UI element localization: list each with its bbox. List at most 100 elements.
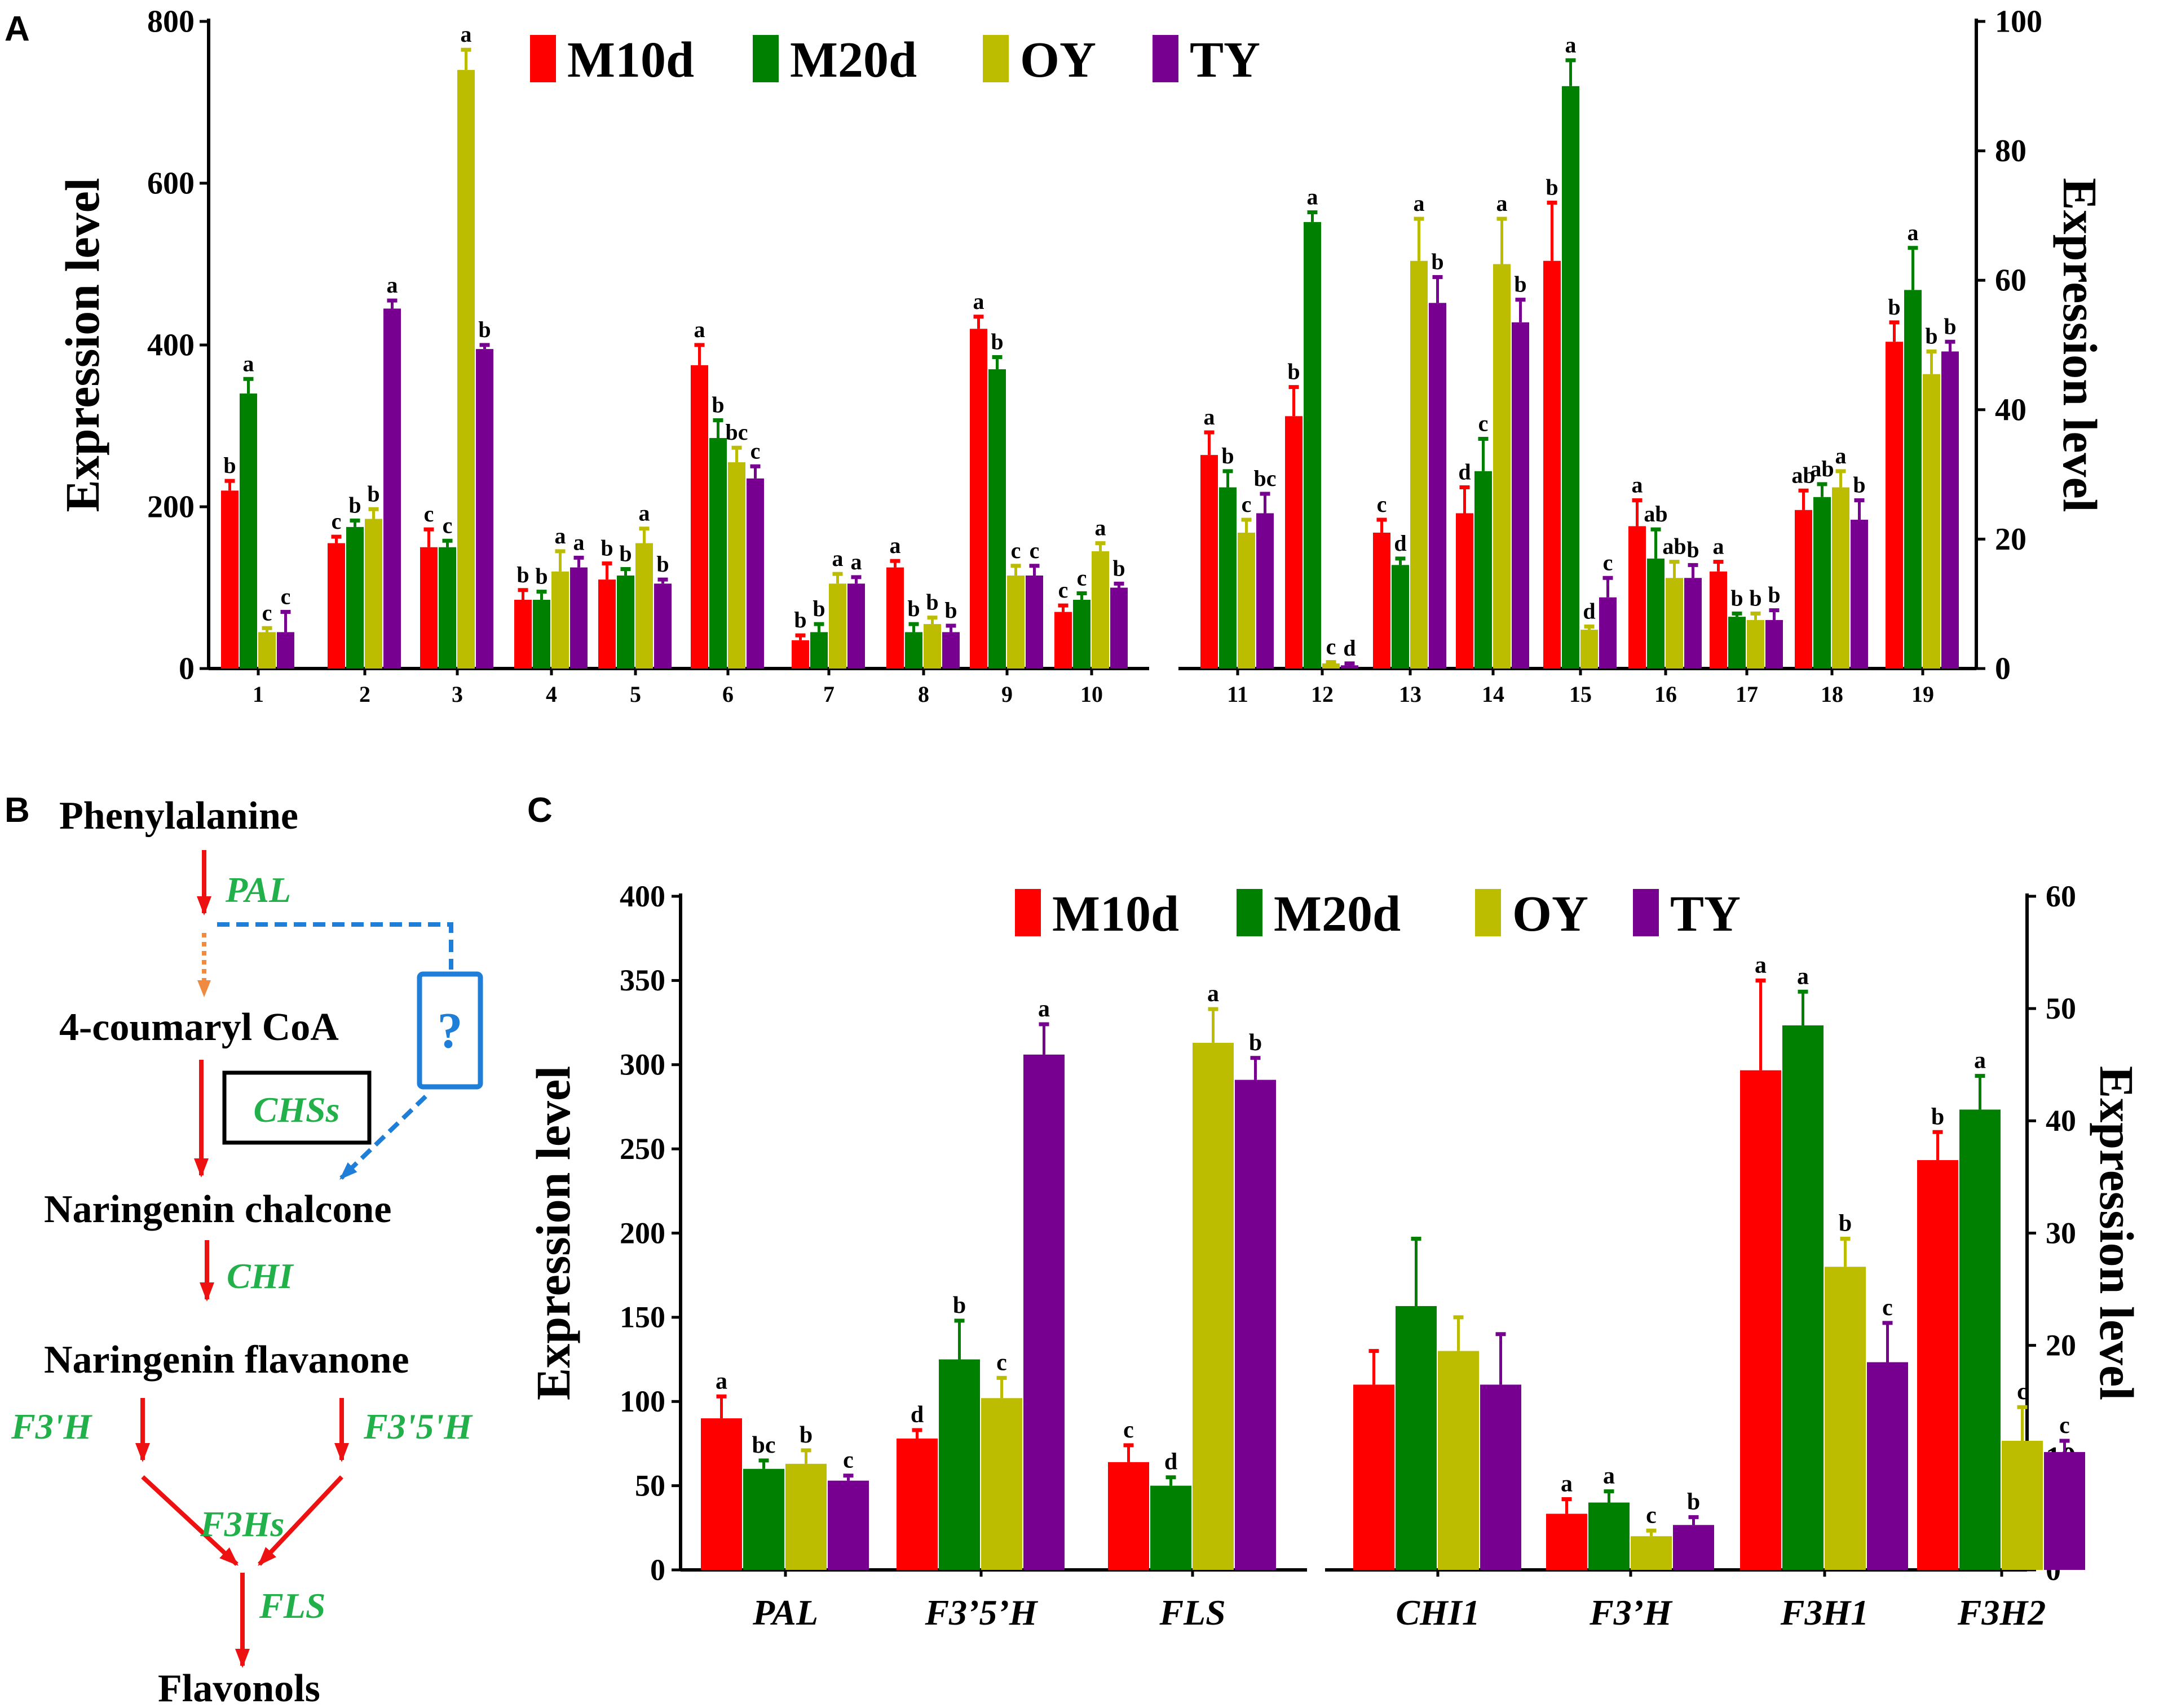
- bar-left-10-m20d: [1073, 600, 1090, 669]
- x-tick-label: 15: [1569, 682, 1592, 707]
- bar-right-17-oy: [1747, 620, 1764, 669]
- bar-left-5-ty: [654, 583, 672, 669]
- significance-letter: b: [1749, 585, 1761, 610]
- bar-right-14-oy: [1493, 264, 1511, 669]
- significance-letter: c: [262, 600, 272, 625]
- x-tick-label: 7: [823, 682, 835, 707]
- legend-swatch-m10d: [530, 35, 556, 82]
- significance-letter: c: [1123, 1417, 1134, 1443]
- bar-right-F3H1-oy: [1825, 1267, 1866, 1570]
- bar-left-5-m20d: [617, 575, 634, 669]
- significance-letter: a: [1038, 996, 1050, 1022]
- legend-swatch-ty: [1633, 889, 1659, 936]
- left-y-tick-label: 0: [650, 1553, 665, 1587]
- bar-left-8-oy: [924, 624, 941, 669]
- left-y-axis-label: Expression level: [55, 178, 109, 512]
- bar-right-F3’H-ty: [1673, 1525, 1714, 1570]
- bar-right-F3H2-oy: [2002, 1440, 2043, 1570]
- significance-letter: b: [1768, 582, 1780, 608]
- x-tick-label: 8: [918, 682, 929, 707]
- significance-letter: a: [1307, 184, 1318, 210]
- arrow-blue-to-chalcone: [339, 1095, 427, 1180]
- bar-right-18-ty: [1851, 519, 1868, 669]
- bar-left-F3’5’H-m10d: [897, 1438, 938, 1570]
- left-y-tick-label: 50: [635, 1468, 665, 1502]
- bar-left-8-m10d: [886, 567, 904, 669]
- bar-left-1-oy: [258, 632, 276, 669]
- bar-right-F3H1-m10d: [1740, 1070, 1781, 1570]
- significance-letter: b: [991, 329, 1003, 355]
- significance-letter: b: [1686, 537, 1699, 562]
- bar-right-17-m20d: [1728, 617, 1746, 669]
- bar-left-7-m10d: [792, 640, 809, 669]
- significance-letter: bc: [1254, 466, 1277, 491]
- significance-letter: b: [1944, 313, 1956, 339]
- bar-left-4-m10d: [514, 600, 532, 669]
- bar-left-6-m20d: [709, 438, 727, 669]
- legend-label-oy: OY: [1512, 886, 1588, 942]
- enzyme-chss: CHSs: [254, 1090, 340, 1130]
- x-tick-label: 3: [452, 682, 463, 707]
- significance-letter: b: [535, 564, 548, 589]
- x-tick-label: 6: [722, 682, 734, 707]
- significance-letter: b: [367, 481, 379, 506]
- right-y-tick-label: 20: [1995, 522, 2026, 557]
- significance-letter: a: [694, 317, 705, 342]
- bar-right-14-m10d: [1456, 513, 1473, 669]
- right-y-tick-label: 100: [1995, 4, 2042, 39]
- enzyme-chi: CHI: [227, 1256, 294, 1296]
- bar-left-9-ty: [1026, 575, 1043, 669]
- chart-a: 0 200 400 600 800 0 20 40 60 80 100 Expression leve…: [55, 4, 2107, 707]
- bar-left-10-m10d: [1054, 612, 1072, 669]
- bar-right-11-oy: [1238, 532, 1255, 669]
- node-coumaryl-coa: 4-coumaryl CoA: [59, 1006, 339, 1049]
- significance-letter: bc: [726, 419, 748, 445]
- bar-left-8-m20d: [905, 632, 922, 669]
- chart-c: 0501001502002503003504000102030405060Exp…: [526, 879, 2144, 1632]
- bar-left-F3’5’H-oy: [981, 1398, 1022, 1570]
- left-y-tick-label: 0: [179, 651, 195, 686]
- significance-letter: b: [516, 562, 529, 587]
- bar-left-9-m20d: [988, 369, 1006, 669]
- significance-letter: c: [1242, 492, 1252, 517]
- bar-right-19-m10d: [1886, 342, 1903, 669]
- x-tick-label: 17: [1736, 682, 1758, 707]
- significance-letter: a: [973, 289, 984, 314]
- bar-left-FLS-m10d: [1108, 1462, 1149, 1570]
- significance-letter: b: [1249, 1030, 1262, 1056]
- node-flavonols: Flavonols: [158, 1667, 320, 1708]
- bar-left-FLS-oy: [1193, 1042, 1234, 1570]
- bar-right-15-m20d: [1562, 86, 1579, 669]
- significance-letter: a: [555, 523, 566, 548]
- significance-letter: a: [1207, 981, 1219, 1007]
- significance-letter: a: [1561, 1471, 1573, 1497]
- arrow-left-to-fls: [141, 1475, 239, 1566]
- bar-right-18-m10d: [1795, 510, 1812, 669]
- bar-left-F3’5’H-m20d: [939, 1359, 980, 1570]
- significance-letter: c: [1478, 410, 1489, 436]
- bar-right-F3H2-m10d: [1917, 1160, 1958, 1570]
- significance-letter: a: [1496, 191, 1508, 216]
- bar-left-7-m20d: [810, 632, 828, 669]
- panel-c-label: C: [527, 791, 553, 830]
- bar-right-CHI1-oy: [1438, 1351, 1479, 1570]
- bar-right-15-m10d: [1543, 260, 1561, 669]
- x-tick-label: 18: [1821, 682, 1843, 707]
- x-tick-label: 19: [1911, 682, 1934, 707]
- legend-swatch-oy: [983, 35, 1009, 82]
- right-y-axis-label: Expression level: [2090, 1066, 2144, 1400]
- significance-letter: b: [1839, 1210, 1852, 1236]
- bar-right-F3’H-m10d: [1546, 1514, 1587, 1570]
- significance-letter: c: [1377, 492, 1387, 517]
- bar-left-PAL-m20d: [743, 1468, 784, 1570]
- right-y-tick-label: 20: [2046, 1328, 2076, 1362]
- right-y-tick-label: 0: [1995, 651, 2011, 686]
- significance-letter: b: [656, 551, 669, 577]
- bar-left-5-m10d: [598, 579, 616, 669]
- x-tick-label: 2: [359, 682, 370, 707]
- bar-left-7-oy: [829, 583, 846, 669]
- right-y-tick-label: 30: [2046, 1216, 2076, 1250]
- significance-letter: c: [750, 438, 761, 463]
- significance-letter: b: [953, 1293, 966, 1318]
- left-y-tick-label: 800: [147, 4, 195, 39]
